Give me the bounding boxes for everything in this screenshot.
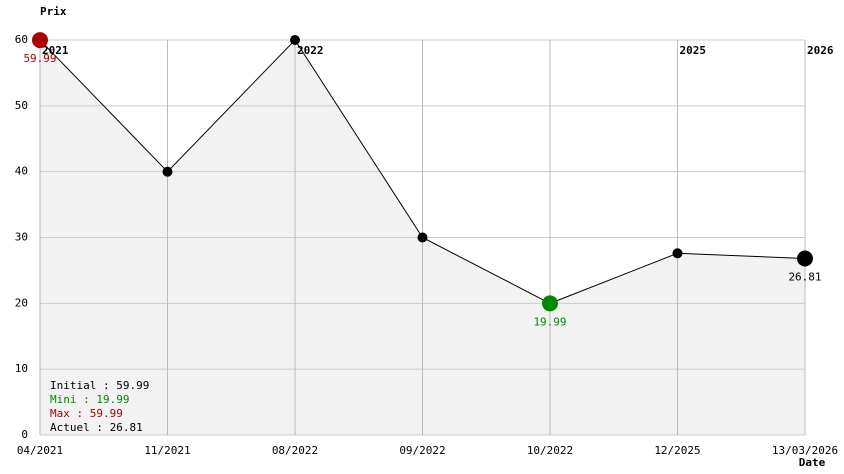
y-tick-label: 30 <box>15 231 28 244</box>
x-tick-label: 11/2021 <box>144 444 190 457</box>
year-label: 2025 <box>680 44 707 57</box>
y-axis-title: Prix <box>40 5 67 18</box>
x-tick-label: 10/2022 <box>527 444 573 457</box>
point <box>542 295 558 312</box>
y-tick-label: 20 <box>15 296 28 309</box>
point <box>32 32 48 49</box>
data-label: 59.99 <box>23 52 56 65</box>
y-tick-label: 40 <box>15 165 28 178</box>
point <box>672 248 683 259</box>
point <box>162 166 173 177</box>
x-tick-label: 13/03/2026 <box>772 444 838 457</box>
point <box>290 35 300 45</box>
x-tick-label: 12/2025 <box>654 444 700 457</box>
summary-line: Initial : 59.99 <box>50 379 149 392</box>
x-axis-title: Date <box>799 456 826 469</box>
year-label: 2022 <box>297 44 324 57</box>
y-tick-label: 0 <box>21 428 28 441</box>
data-label: 26.81 <box>788 271 821 284</box>
x-tick-label: 04/2021 <box>17 444 63 457</box>
summary-line: Mini : 19.99 <box>50 393 129 406</box>
summary-line: Actuel : 26.81 <box>50 421 143 434</box>
year-label: 2026 <box>807 44 834 57</box>
summary-line: Max : 59.99 <box>50 407 123 420</box>
data-label: 19.99 <box>533 315 566 328</box>
year-label: 2021 <box>42 44 69 57</box>
y-tick-label: 10 <box>15 362 28 375</box>
point <box>417 232 428 243</box>
x-tick-label: 08/2022 <box>272 444 318 457</box>
y-tick-label: 50 <box>15 99 28 112</box>
x-tick-label: 09/2022 <box>399 444 445 457</box>
point <box>797 250 813 267</box>
y-tick-label: 60 <box>15 33 28 46</box>
